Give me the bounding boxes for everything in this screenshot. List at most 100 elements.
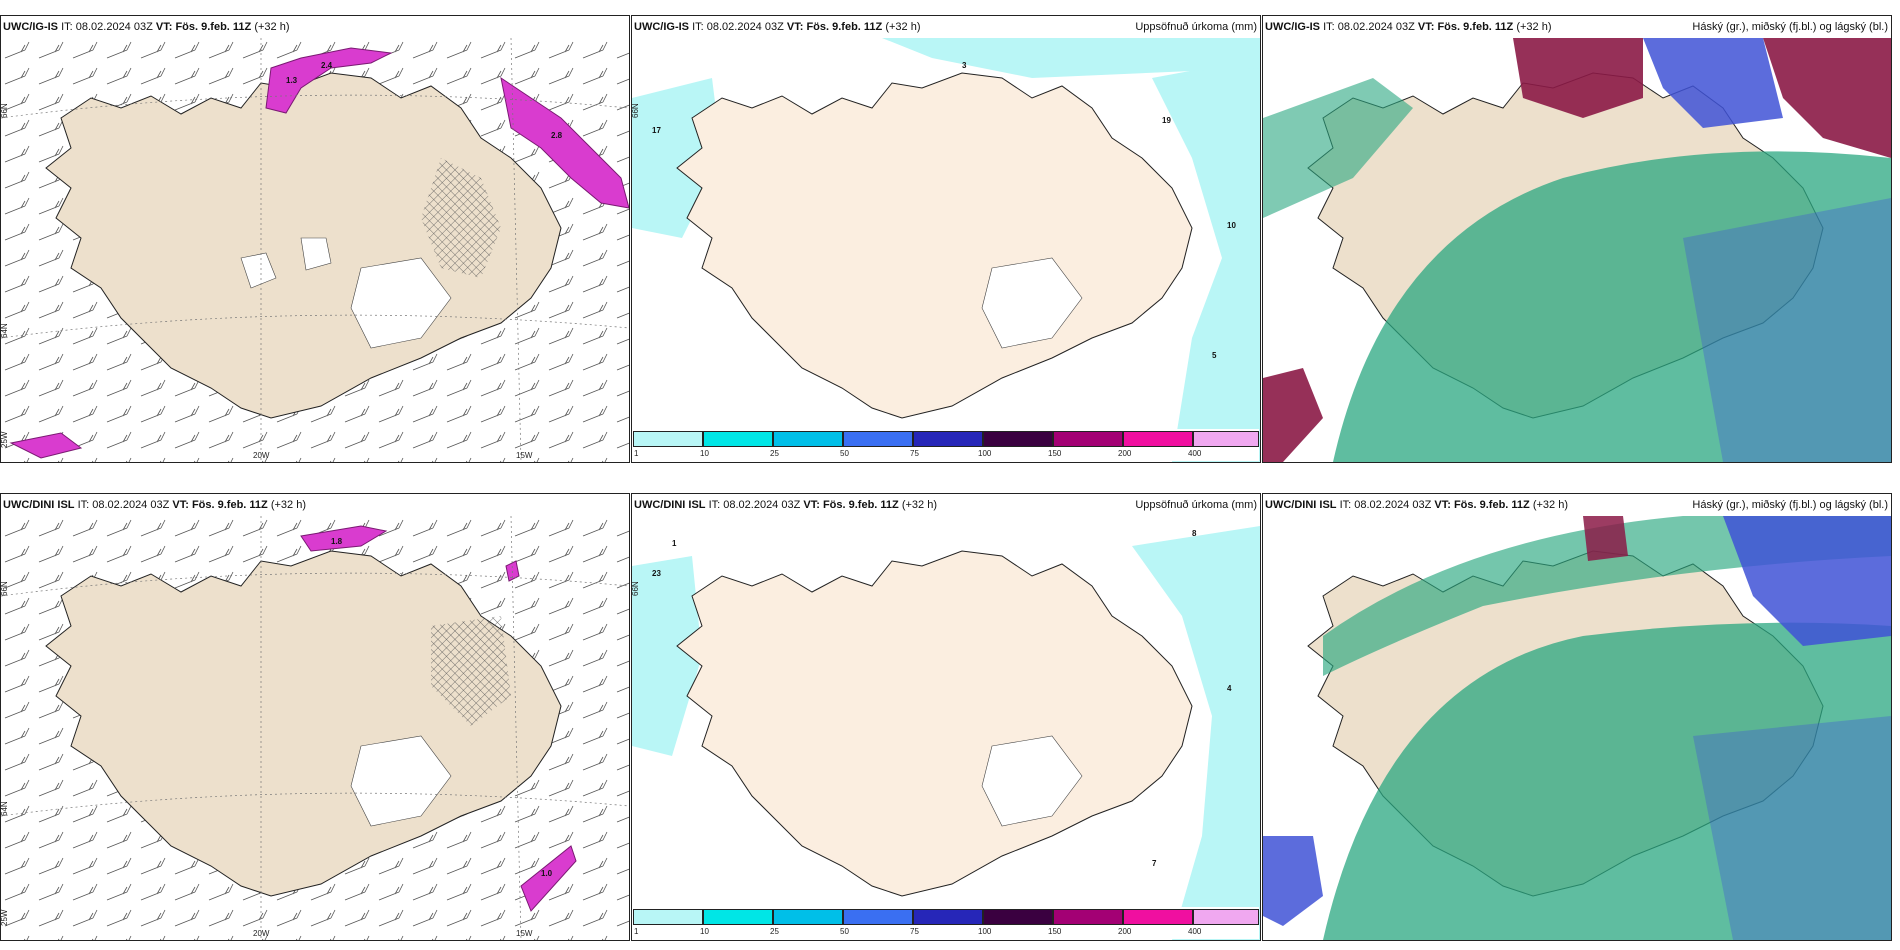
highlight-region-north <box>265 47 393 114</box>
lat-label: 66N <box>632 581 640 596</box>
highlight-region-se <box>520 845 577 912</box>
precip-area-north <box>882 38 1260 78</box>
colorbar-segment <box>773 431 843 447</box>
colorbar-segment <box>1193 909 1259 925</box>
icecap-langjokull <box>240 252 277 289</box>
lon-label: 20W <box>253 451 270 460</box>
model-name: UWC/IG-IS <box>3 21 58 33</box>
highlight-region-sw <box>9 432 83 459</box>
value-label: 2.4 <box>321 61 333 70</box>
model-name: UWC/IG-IS <box>634 21 689 33</box>
valid-time: Fös. 9.feb. 11Z <box>822 499 899 511</box>
vt-label: VT: <box>786 21 804 33</box>
colorbar-tick: 200 <box>1118 927 1132 936</box>
value-label: 2.8 <box>551 131 563 140</box>
high-cloud-area <box>1333 151 1891 462</box>
panel-title: Háský (gr.), miðský (fj.bl.) og lágský (… <box>1692 21 1888 33</box>
icecap-vatnajokull <box>981 257 1083 349</box>
precip-value: 19 <box>1162 116 1171 125</box>
precip-value: 8 <box>1192 529 1197 538</box>
iceland-landmass <box>676 72 1193 419</box>
colorbar-tick: 400 <box>1188 927 1202 936</box>
icecap-vatnajokull <box>350 257 452 349</box>
colorbar-tick: 75 <box>910 927 919 936</box>
init-time: 08.02.2024 03Z <box>75 21 153 33</box>
lat-label: 64N <box>1 801 9 816</box>
precip-area-east <box>1152 58 1260 462</box>
lead-time: (+32 h) <box>270 499 306 511</box>
map-area[interactable]: 66N 3 17 19 10 5 <box>632 38 1260 462</box>
map-area[interactable]: 66N 64N 20W 15W 25W 1.8 1.0 <box>1 516 629 940</box>
precip-value: 1 <box>672 539 677 548</box>
low-cloud-area <box>1513 38 1643 118</box>
graticule <box>1 516 629 940</box>
wind-map-panel-igis: UWC/IG-IS IT: 08.02.2024 03Z VT: Fös. 9.… <box>0 15 630 463</box>
colorbar-tick: 25 <box>770 927 779 936</box>
highlight-region-north <box>300 525 388 552</box>
it-label: IT: <box>708 499 721 511</box>
precip-area-east <box>1132 526 1260 940</box>
mid-cloud-area <box>1683 198 1891 462</box>
vt-label: VT: <box>1417 21 1435 33</box>
map-area[interactable]: 66N 1 23 8 4 7 <box>632 516 1260 940</box>
lon-label: 25W <box>1 909 9 926</box>
precip-value: 17 <box>652 126 661 135</box>
lon-label: 25W <box>1 431 9 448</box>
lon-label: 15W <box>516 929 533 938</box>
colorbar-tick: 100 <box>978 449 992 458</box>
panel-title: Háský (gr.), miðský (fj.bl.) og lágský (… <box>1692 499 1888 511</box>
hatched-area <box>431 616 511 726</box>
map-area[interactable] <box>1263 38 1891 462</box>
vt-label: VT: <box>172 499 189 511</box>
lon-label: 15W <box>516 451 533 460</box>
map-area[interactable]: 66N 64N 20W 15W 25W 1.3 2.4 2.8 <box>1 38 629 462</box>
init-time: 08.02.2024 03Z <box>723 499 801 511</box>
lat-label: 66N <box>632 103 640 118</box>
value-label: 1.3 <box>286 76 298 85</box>
colorbar-segment <box>983 909 1053 925</box>
low-cloud-area <box>1583 516 1628 561</box>
colorbar-segment <box>913 431 983 447</box>
model-name: UWC/DINI ISL <box>3 499 75 511</box>
model-name: UWC/DINI ISL <box>1265 499 1337 511</box>
colorbar-segment <box>843 909 913 925</box>
colorbar-segment <box>703 909 773 925</box>
lat-label: 66N <box>1 103 9 118</box>
panel-header: UWC/IG-IS IT: 08.02.2024 03Z VT: Fös. 9.… <box>632 16 1260 38</box>
colorbar-segment <box>633 909 703 925</box>
icecap-hofsjokull <box>300 237 332 271</box>
vt-label: VT: <box>155 21 173 33</box>
precip-area-west <box>632 556 702 756</box>
colorbar-segment <box>1053 431 1123 447</box>
colorbar-tick: 50 <box>840 927 849 936</box>
colorbar-tick: 10 <box>700 449 709 458</box>
low-cloud-area <box>1263 368 1323 462</box>
mid-cloud-area <box>1263 836 1323 926</box>
model-name: UWC/IG-IS <box>1265 21 1320 33</box>
colorbar-segment <box>773 909 843 925</box>
mid-cloud-area <box>1693 716 1891 940</box>
init-time: 08.02.2024 03Z <box>706 21 784 33</box>
high-cloud-area <box>1263 78 1413 218</box>
colorbar-tick: 200 <box>1118 449 1132 458</box>
colorbar: 1 10 25 50 75 100 150 200 400 <box>633 907 1259 939</box>
colorbar-segment <box>703 431 773 447</box>
wind-map: 66N 64N 20W 15W 25W 1.3 2.4 2.8 <box>1 38 629 462</box>
hatched-area <box>421 158 501 278</box>
panel-header: UWC/IG-IS IT: 08.02.2024 03Z VT: Fös. 9.… <box>1263 16 1891 38</box>
map-area[interactable] <box>1263 516 1891 940</box>
lat-label: 64N <box>1 323 9 338</box>
highlight-region-east <box>500 76 629 209</box>
value-label: 1.0 <box>541 869 553 878</box>
mid-cloud-area <box>1723 516 1891 646</box>
it-label: IT: <box>692 21 704 33</box>
graticule <box>1 38 629 462</box>
colorbar-tick: 50 <box>840 449 849 458</box>
lead-time: (+32 h) <box>1532 499 1568 511</box>
colorbar-tick: 25 <box>770 449 779 458</box>
icecap-vatnajokull <box>981 735 1083 827</box>
init-time: 08.02.2024 03Z <box>1354 499 1432 511</box>
it-label: IT: <box>61 21 73 33</box>
colorbar-tick: 150 <box>1048 449 1062 458</box>
colorbar-segment <box>633 431 703 447</box>
